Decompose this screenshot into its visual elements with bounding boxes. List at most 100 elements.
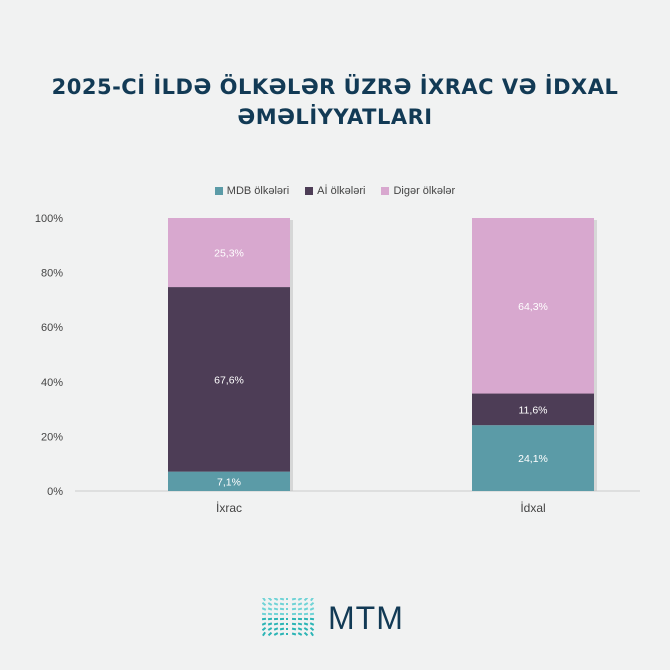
- logo-text: MTM: [328, 599, 404, 636]
- bar-shadow: [290, 220, 293, 491]
- logo-dash: [291, 622, 297, 626]
- legend-swatch: [214, 187, 223, 195]
- mtm-logo: MTM: [262, 598, 404, 638]
- logo-dash: [310, 631, 314, 637]
- logo-dash: [262, 617, 267, 621]
- logo-dash: [286, 613, 288, 615]
- legend-swatch: [305, 187, 314, 195]
- logo-dash: [279, 612, 285, 616]
- bar-segment: [472, 425, 594, 491]
- logo-dash: [291, 602, 297, 606]
- y-tick-label: 80%: [41, 268, 63, 280]
- legend-item-mdb: MDB ölkələri: [214, 185, 289, 197]
- logo-dash: [297, 627, 303, 631]
- legend-label: Digər ölkələr: [393, 185, 456, 197]
- logo-dash: [279, 617, 285, 621]
- logo-dash: [267, 617, 273, 621]
- logo-dash: [286, 633, 288, 635]
- logo-dash: [279, 598, 285, 601]
- logo-dash: [273, 632, 279, 636]
- y-tick-label: 0%: [47, 486, 63, 498]
- data-label: 64,3%: [518, 301, 548, 313]
- logo-dash: [291, 607, 297, 611]
- logo-dash: [267, 622, 273, 626]
- logo-dash: [303, 627, 309, 631]
- logo-dash: [273, 607, 279, 611]
- logo-dash: [291, 627, 297, 631]
- bar-segment: [472, 393, 594, 426]
- logo-dash: [303, 631, 309, 637]
- legend-item-diger: Digər ölkələr: [381, 185, 455, 197]
- logo-dash: [262, 622, 267, 626]
- logo-dash: [279, 627, 285, 631]
- y-tick-label: 60%: [41, 322, 63, 334]
- logo-dash: [291, 598, 297, 601]
- logo-dash: [310, 598, 314, 602]
- legend: MDB ölkələri Aİ ölkələri Digər ölkələr: [0, 185, 670, 197]
- logo-dash: [303, 598, 309, 602]
- logo-dash: [262, 601, 267, 607]
- logo-dash: [303, 612, 309, 616]
- logo-dash: [262, 607, 267, 611]
- logo-dash: [297, 598, 303, 601]
- logo-dash: [297, 602, 303, 606]
- logo-dash: [297, 622, 303, 626]
- legend-label: Aİ ölkələri: [317, 185, 366, 197]
- logo-dash: [273, 627, 279, 631]
- bar-segment: [168, 218, 290, 288]
- legend-item-ai: Aİ ölkələri: [305, 185, 365, 197]
- y-tick-label: 100%: [35, 213, 63, 225]
- logo-dash: [273, 612, 279, 616]
- data-label: 24,1%: [518, 453, 548, 465]
- legend-swatch: [381, 187, 390, 195]
- bar-segment: [168, 287, 290, 472]
- x-tick-label: İxrac: [216, 501, 242, 515]
- logo-dash: [297, 607, 303, 611]
- logo-dash: [297, 612, 303, 616]
- logo-dash: [303, 602, 309, 606]
- data-label: 67,6%: [214, 374, 244, 386]
- logo-dash: [286, 623, 288, 625]
- logo-dash: [309, 626, 315, 632]
- logo-dash: [267, 598, 273, 602]
- logo-dash: [309, 601, 315, 607]
- logo-dash: [262, 612, 267, 616]
- logo-dash: [309, 617, 315, 621]
- data-label: 25,3%: [214, 248, 244, 260]
- logo-dash: [309, 607, 315, 611]
- logo-dash: [297, 617, 303, 621]
- logo-mark-icon: [262, 598, 315, 637]
- logo-dash: [303, 622, 309, 626]
- logo-dash: [291, 632, 297, 636]
- data-label: 11,6%: [519, 404, 548, 416]
- logo-dash: [286, 608, 288, 610]
- logo-dash: [286, 598, 288, 600]
- logo-dash: [262, 598, 266, 602]
- logo-dash: [286, 628, 288, 630]
- logo-dash: [267, 627, 273, 631]
- y-tick-label: 20%: [41, 431, 63, 443]
- logo-dash: [267, 602, 273, 606]
- logo-dash: [279, 607, 285, 611]
- logo-dash: [297, 632, 303, 636]
- logo-dash: [273, 622, 279, 626]
- logo-dash: [309, 622, 315, 626]
- bar-segment: [472, 218, 594, 394]
- logo-dash: [303, 607, 309, 611]
- chart-title: 2025-Cİ İLDƏ ÖLKƏLƏR ÜZRƏ İXRAC VƏ İDXAL…: [0, 72, 670, 132]
- logo-dash: [267, 612, 273, 616]
- x-tick-label: İdxal: [520, 501, 545, 515]
- y-tick-label: 40%: [41, 377, 63, 389]
- logo-dash: [262, 626, 267, 632]
- logo-dash: [273, 602, 279, 606]
- logo-dash: [291, 617, 297, 621]
- logo-dash: [267, 607, 273, 611]
- logo-dash: [303, 617, 309, 621]
- logo-dash: [273, 598, 279, 601]
- logo-dash: [286, 603, 288, 605]
- logo-dash: [279, 622, 285, 626]
- logo-dash: [286, 618, 288, 620]
- logo-dash: [291, 612, 297, 616]
- bar-shadow: [594, 220, 597, 491]
